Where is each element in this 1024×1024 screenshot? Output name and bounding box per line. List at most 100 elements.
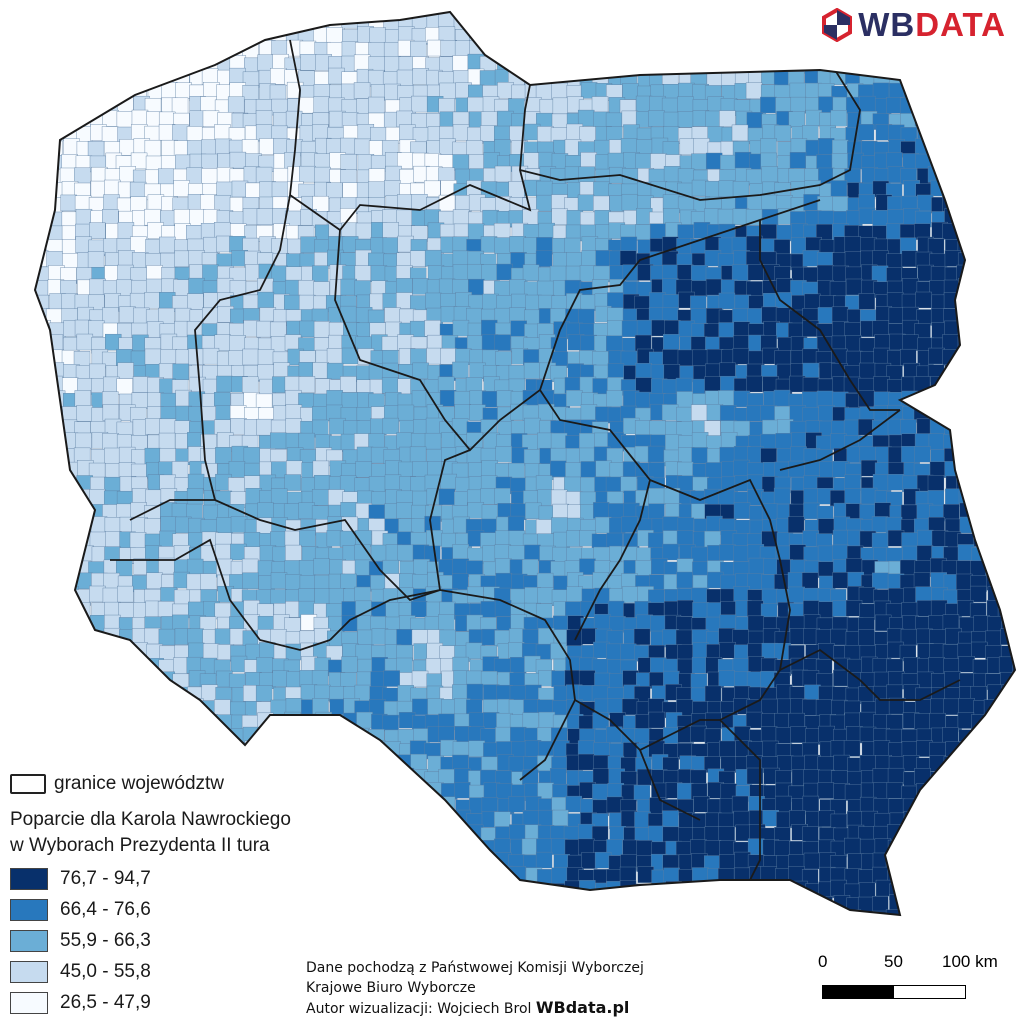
municipality-cell (175, 14, 192, 32)
municipality-cell (832, 196, 849, 213)
municipality-cell (901, 741, 919, 758)
municipality-cell (984, 293, 1002, 310)
municipality-cell (606, 643, 623, 661)
municipality-cell (35, 349, 37, 367)
municipality-cell (369, 12, 386, 17)
municipality-cell (144, 711, 161, 729)
municipality-cell (887, 839, 905, 857)
municipality-cell (482, 910, 499, 915)
municipality-cell (509, 57, 526, 74)
municipality-cell (35, 55, 37, 72)
municipality-cell (943, 698, 960, 716)
municipality-cell (1016, 755, 1024, 771)
municipality-cell (761, 194, 779, 212)
municipality-cell (718, 180, 736, 197)
municipality-cell (959, 55, 976, 72)
municipality-cell (959, 616, 976, 634)
municipality-cell (410, 40, 427, 58)
municipality-cell (397, 404, 415, 422)
municipality-cell (48, 491, 65, 508)
municipality-cell (61, 503, 78, 521)
municipality-cell (776, 278, 793, 295)
municipality-cell (174, 250, 191, 268)
municipality-cell (1014, 71, 1015, 89)
municipality-cell (354, 138, 371, 156)
municipality-cell (396, 209, 413, 227)
municipality-cell (412, 827, 429, 844)
municipality-cell (732, 180, 750, 198)
municipality-cell (35, 504, 36, 522)
municipality-cell (203, 27, 221, 45)
municipality-cell (987, 252, 1004, 270)
municipality-cell (131, 109, 149, 127)
municipality-cell (871, 532, 889, 550)
municipality-cell (789, 12, 807, 30)
municipality-cell (1012, 854, 1015, 872)
municipality-cell (637, 866, 654, 883)
municipality-cell (677, 264, 694, 281)
municipality-cell (1012, 615, 1015, 632)
municipality-cell (88, 644, 105, 661)
municipality-cell (355, 742, 372, 760)
municipality-cell (549, 14, 567, 31)
municipality-cell (1016, 391, 1024, 407)
municipality-cell (902, 545, 919, 563)
municipality-cell (634, 12, 651, 17)
municipality-cell (958, 698, 975, 715)
municipality-cell (998, 713, 1015, 731)
municipality-cell (789, 910, 807, 915)
municipality-cell (144, 12, 161, 30)
municipality-cell (551, 517, 568, 534)
municipality-cell (874, 54, 891, 71)
municipality-cell (987, 477, 1004, 495)
municipality-cell (985, 197, 1002, 214)
municipality-cell (594, 210, 611, 227)
municipality-cell (944, 768, 961, 786)
municipality-cell (271, 181, 289, 199)
municipality-cell (550, 838, 568, 855)
municipality-cell (955, 812, 973, 830)
municipality-cell (903, 68, 921, 86)
municipality-cell (930, 936, 946, 952)
municipality-cell (663, 57, 680, 74)
municipality-cell (340, 502, 357, 519)
municipality-cell (677, 111, 695, 128)
municipality-cell (970, 278, 987, 296)
municipality-cell (578, 894, 595, 911)
municipality-cell (49, 476, 66, 493)
municipality-cell (930, 111, 947, 129)
municipality-cell (984, 125, 1002, 143)
municipality-cell (172, 363, 189, 381)
municipality-cell (46, 617, 63, 634)
municipality-cell (339, 726, 357, 743)
municipality-cell (985, 309, 1003, 327)
brand-link: WBdata.pl (535, 998, 630, 1017)
municipality-cell (62, 740, 79, 757)
municipality-cell (707, 883, 724, 901)
municipality-cell (971, 894, 988, 911)
municipality-cell (35, 600, 50, 617)
municipality-cell (523, 908, 540, 915)
municipality-cell (35, 490, 49, 507)
municipality-cell (1014, 810, 1015, 827)
municipality-cell (984, 866, 1001, 883)
municipality-cell (384, 180, 401, 197)
municipality-cell (648, 110, 665, 127)
municipality-cell (690, 895, 708, 912)
municipality-cell (426, 895, 443, 913)
municipality-cell (914, 70, 932, 88)
municipality-cell (803, 852, 821, 870)
municipality-cell (452, 684, 469, 701)
municipality-cell (270, 589, 287, 606)
municipality-cell (998, 812, 1015, 830)
municipality-cell (371, 798, 388, 815)
municipality-cell (872, 320, 890, 337)
municipality-cell (845, 68, 862, 85)
municipality-cell (1013, 197, 1015, 214)
municipality-cell (1014, 113, 1015, 130)
municipality-cell (356, 12, 373, 15)
municipality-cell (35, 699, 36, 716)
municipality-cell (201, 168, 218, 185)
municipality-cell (903, 43, 921, 60)
municipality-cell (203, 14, 220, 32)
